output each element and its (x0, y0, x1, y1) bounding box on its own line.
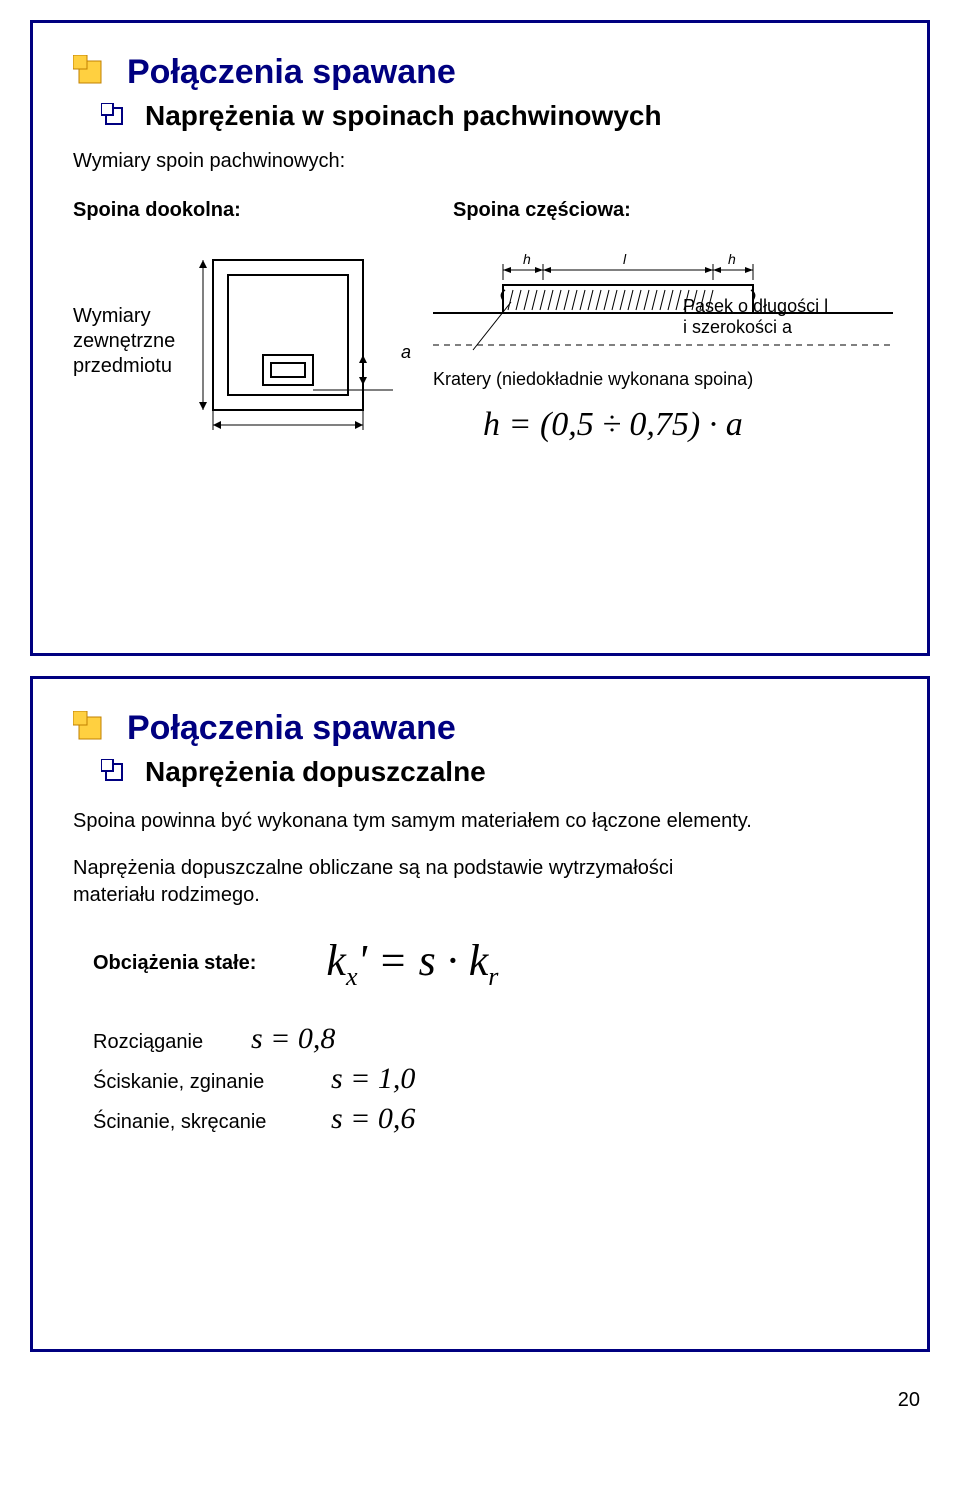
s-val-2: s = 0,6 (331, 1102, 415, 1136)
a-label: a (401, 342, 411, 363)
subtitle-row-2: Naprężenia dopuszczalne (101, 756, 887, 788)
svg-text:h: h (728, 251, 736, 267)
s-val-1: s = 1,0 (331, 1062, 415, 1096)
right-caption: Spoina częściowa: (453, 199, 631, 222)
bullet-sub-icon-2 (101, 759, 127, 785)
slide2-title: Połączenia spawane (127, 709, 456, 748)
left-caption: Spoina dookolna: (73, 199, 453, 222)
svg-text:h: h (523, 251, 531, 267)
intro-text: Wymiary spoin pachwinowych: (73, 150, 887, 173)
s-label-2: Ścinanie, skręcanie (93, 1111, 313, 1134)
para-2b: materiału rodzimego. (73, 884, 260, 906)
s-values: Rozciąganie s = 0,8 Ściskanie, zginanie … (93, 1022, 887, 1136)
s-row-1: Ściskanie, zginanie s = 1,0 (93, 1062, 887, 1096)
wymiary-2: zewnętrzne (73, 330, 175, 352)
s-row-0: Rozciąganie s = 0,8 (93, 1022, 887, 1056)
kratery-label: Kratery (niedokładnie wykonana spoina) (433, 369, 893, 390)
subtitle-row: Naprężenia w spoinach pachwinowych (101, 100, 887, 132)
pasek-1: Pasek o długości l (683, 296, 828, 316)
s-row-2: Ścinanie, skręcanie s = 0,6 (93, 1102, 887, 1136)
pasek-2: i szerokości a (683, 317, 792, 337)
caption-row: Spoina dookolna: Spoina częściowa: (73, 181, 887, 230)
dookolna-svg (193, 250, 413, 440)
s-val-0: s = 0,8 (251, 1022, 335, 1056)
obc-label: Obciążenia stałe: (93, 952, 256, 975)
diagram-left: Wymiary zewnętrzne przedmiotu (73, 250, 413, 440)
slide-2: Połączenia spawane Naprężenia dopuszczal… (30, 676, 930, 1352)
wymiary-3: przedmiotu (73, 355, 172, 377)
bullet-sub-icon (101, 103, 127, 129)
diagram-row: Wymiary zewnętrzne przedmiotu (73, 250, 887, 444)
para-2a: Naprężenia dopuszczalne obliczane są na … (73, 857, 673, 879)
formula-h: h = (0,5 ÷ 0,75) · a (483, 406, 893, 444)
slide1-title: Połączenia spawane (127, 53, 456, 92)
slide2-subtitle: Naprężenia dopuszczalne (145, 756, 486, 788)
page-number: 20 (898, 1389, 920, 1412)
s-label-1: Ściskanie, zginanie (93, 1071, 313, 1094)
title-row: Połączenia spawane (73, 53, 887, 92)
bullet-main-icon (73, 55, 109, 91)
para-1: Spoina powinna być wykonana tym samym ma… (73, 808, 887, 835)
pasek-label: Pasek o długości l i szerokości a (683, 296, 828, 338)
svg-text:l: l (623, 251, 627, 267)
bullet-main-icon-2 (73, 711, 109, 747)
s-label-0: Rozciąganie (93, 1031, 233, 1054)
wymiary-1: Wymiary (73, 305, 151, 327)
formula-main: kx' = s · kr (326, 935, 498, 992)
wymiary-label: Wymiary zewnętrzne przedmiotu (73, 304, 193, 379)
slide-1: Połączenia spawane Naprężenia w spoinach… (30, 20, 930, 656)
title-row-2: Połączenia spawane (73, 709, 887, 748)
slide1-subtitle: Naprężenia w spoinach pachwinowych (145, 100, 662, 132)
para-2: Naprężenia dopuszczalne obliczane są na … (73, 855, 887, 909)
diagram-right: h l h (433, 250, 893, 444)
obc-row: Obciążenia stałe: kx' = s · kr (93, 935, 887, 992)
